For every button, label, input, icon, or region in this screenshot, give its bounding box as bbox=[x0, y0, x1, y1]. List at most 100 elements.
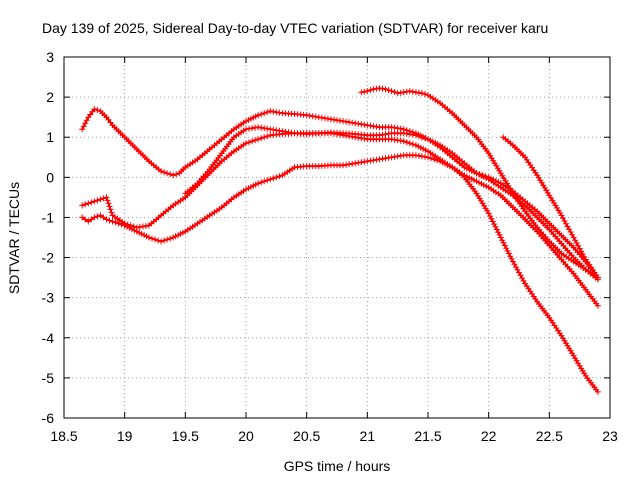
data-point bbox=[406, 88, 413, 95]
data-point bbox=[276, 173, 283, 180]
data-point bbox=[130, 223, 137, 230]
data-point bbox=[88, 199, 95, 206]
data-point bbox=[124, 221, 131, 228]
data-point bbox=[106, 203, 113, 210]
data-point bbox=[158, 168, 165, 175]
data-point bbox=[505, 250, 512, 257]
x-tick-label: 19 bbox=[117, 428, 133, 444]
y-tick-label: -1 bbox=[42, 209, 55, 225]
data-point bbox=[493, 226, 500, 233]
data-point bbox=[504, 247, 511, 254]
series-sat-e bbox=[358, 85, 601, 281]
data-point bbox=[431, 156, 438, 163]
data-point bbox=[485, 210, 492, 217]
y-tick-label: 3 bbox=[46, 49, 54, 65]
data-point bbox=[91, 198, 98, 205]
data-point bbox=[152, 236, 158, 243]
data-point bbox=[149, 235, 155, 242]
plot-frame bbox=[63, 56, 611, 419]
data-point bbox=[255, 136, 262, 143]
data-point bbox=[94, 213, 101, 220]
x-tick-label: 18.5 bbox=[50, 428, 77, 444]
data-point bbox=[255, 112, 262, 119]
data-point bbox=[261, 134, 268, 141]
data-point bbox=[594, 274, 601, 281]
data-point bbox=[109, 218, 116, 225]
data-point bbox=[491, 221, 498, 228]
data-point bbox=[400, 89, 407, 96]
y-tick-label: -3 bbox=[42, 290, 55, 306]
data-point bbox=[489, 218, 496, 225]
data-point bbox=[264, 109, 271, 116]
data-point bbox=[358, 89, 365, 96]
data-point bbox=[258, 135, 265, 142]
data-point bbox=[145, 234, 152, 241]
data-point bbox=[107, 206, 114, 213]
data-point bbox=[164, 236, 171, 243]
data-point bbox=[115, 220, 122, 227]
series-line bbox=[184, 126, 599, 281]
data-point bbox=[500, 239, 507, 246]
data-point bbox=[267, 176, 274, 183]
data-point bbox=[492, 223, 499, 230]
data-point bbox=[252, 137, 259, 144]
data-point bbox=[364, 88, 371, 95]
x-tick-label: 23 bbox=[602, 428, 618, 444]
series-sat-f bbox=[500, 134, 601, 281]
data-point bbox=[488, 215, 495, 222]
y-tick-label: 1 bbox=[46, 129, 54, 145]
data-point bbox=[249, 138, 256, 145]
x-tick-label: 22 bbox=[481, 428, 497, 444]
data-point bbox=[243, 140, 249, 147]
data-point bbox=[496, 231, 503, 238]
data-point bbox=[385, 87, 392, 94]
data-point bbox=[112, 219, 119, 226]
data-point bbox=[97, 196, 104, 203]
y-axis-label: SDTVAR / TECUs bbox=[6, 182, 22, 294]
data-point bbox=[270, 175, 277, 182]
data-point bbox=[409, 141, 416, 148]
data-point bbox=[167, 235, 174, 242]
x-tick-label: 20 bbox=[238, 428, 254, 444]
data-point bbox=[91, 106, 98, 113]
data-point bbox=[170, 172, 177, 179]
data-point bbox=[273, 174, 280, 181]
data-point bbox=[164, 170, 171, 177]
data-point bbox=[103, 216, 110, 223]
data-point bbox=[155, 237, 161, 244]
data-point bbox=[400, 138, 407, 145]
data-point bbox=[261, 110, 268, 117]
data-point bbox=[503, 245, 510, 252]
data-point bbox=[487, 213, 493, 220]
y-tick-label: -4 bbox=[42, 330, 55, 346]
data-point bbox=[412, 132, 419, 139]
data-point bbox=[415, 133, 422, 140]
data-point bbox=[82, 216, 89, 223]
chart-title: Day 139 of 2025, Sidereal Day-to-day VTE… bbox=[42, 20, 548, 36]
data-point bbox=[382, 86, 389, 93]
data-point bbox=[403, 88, 410, 95]
series-sat-d bbox=[182, 124, 601, 283]
axis-ticks: 18.5 19 19.5 20 20.5 21 21.5 22 22.5 23-6-5-4-3-2… bbox=[42, 49, 618, 444]
x-axis-label: GPS time / hours bbox=[284, 458, 391, 474]
data-point bbox=[507, 253, 514, 260]
data-point bbox=[495, 229, 502, 236]
data-point bbox=[255, 180, 262, 187]
data-point bbox=[94, 197, 101, 204]
series-sat-a bbox=[79, 106, 601, 281]
data-point bbox=[100, 195, 107, 202]
data-point bbox=[246, 139, 252, 146]
data-point bbox=[173, 171, 180, 178]
data-point bbox=[499, 237, 506, 244]
x-tick-label: 20.5 bbox=[293, 428, 320, 444]
y-tick-label: 2 bbox=[46, 89, 54, 105]
data-point bbox=[91, 214, 98, 221]
y-tick-label: -6 bbox=[42, 410, 55, 426]
data-series bbox=[79, 85, 601, 395]
data-point bbox=[106, 217, 113, 224]
data-point bbox=[127, 222, 134, 229]
y-tick-label: 0 bbox=[46, 169, 54, 185]
data-point bbox=[267, 108, 274, 115]
data-point bbox=[409, 88, 416, 95]
